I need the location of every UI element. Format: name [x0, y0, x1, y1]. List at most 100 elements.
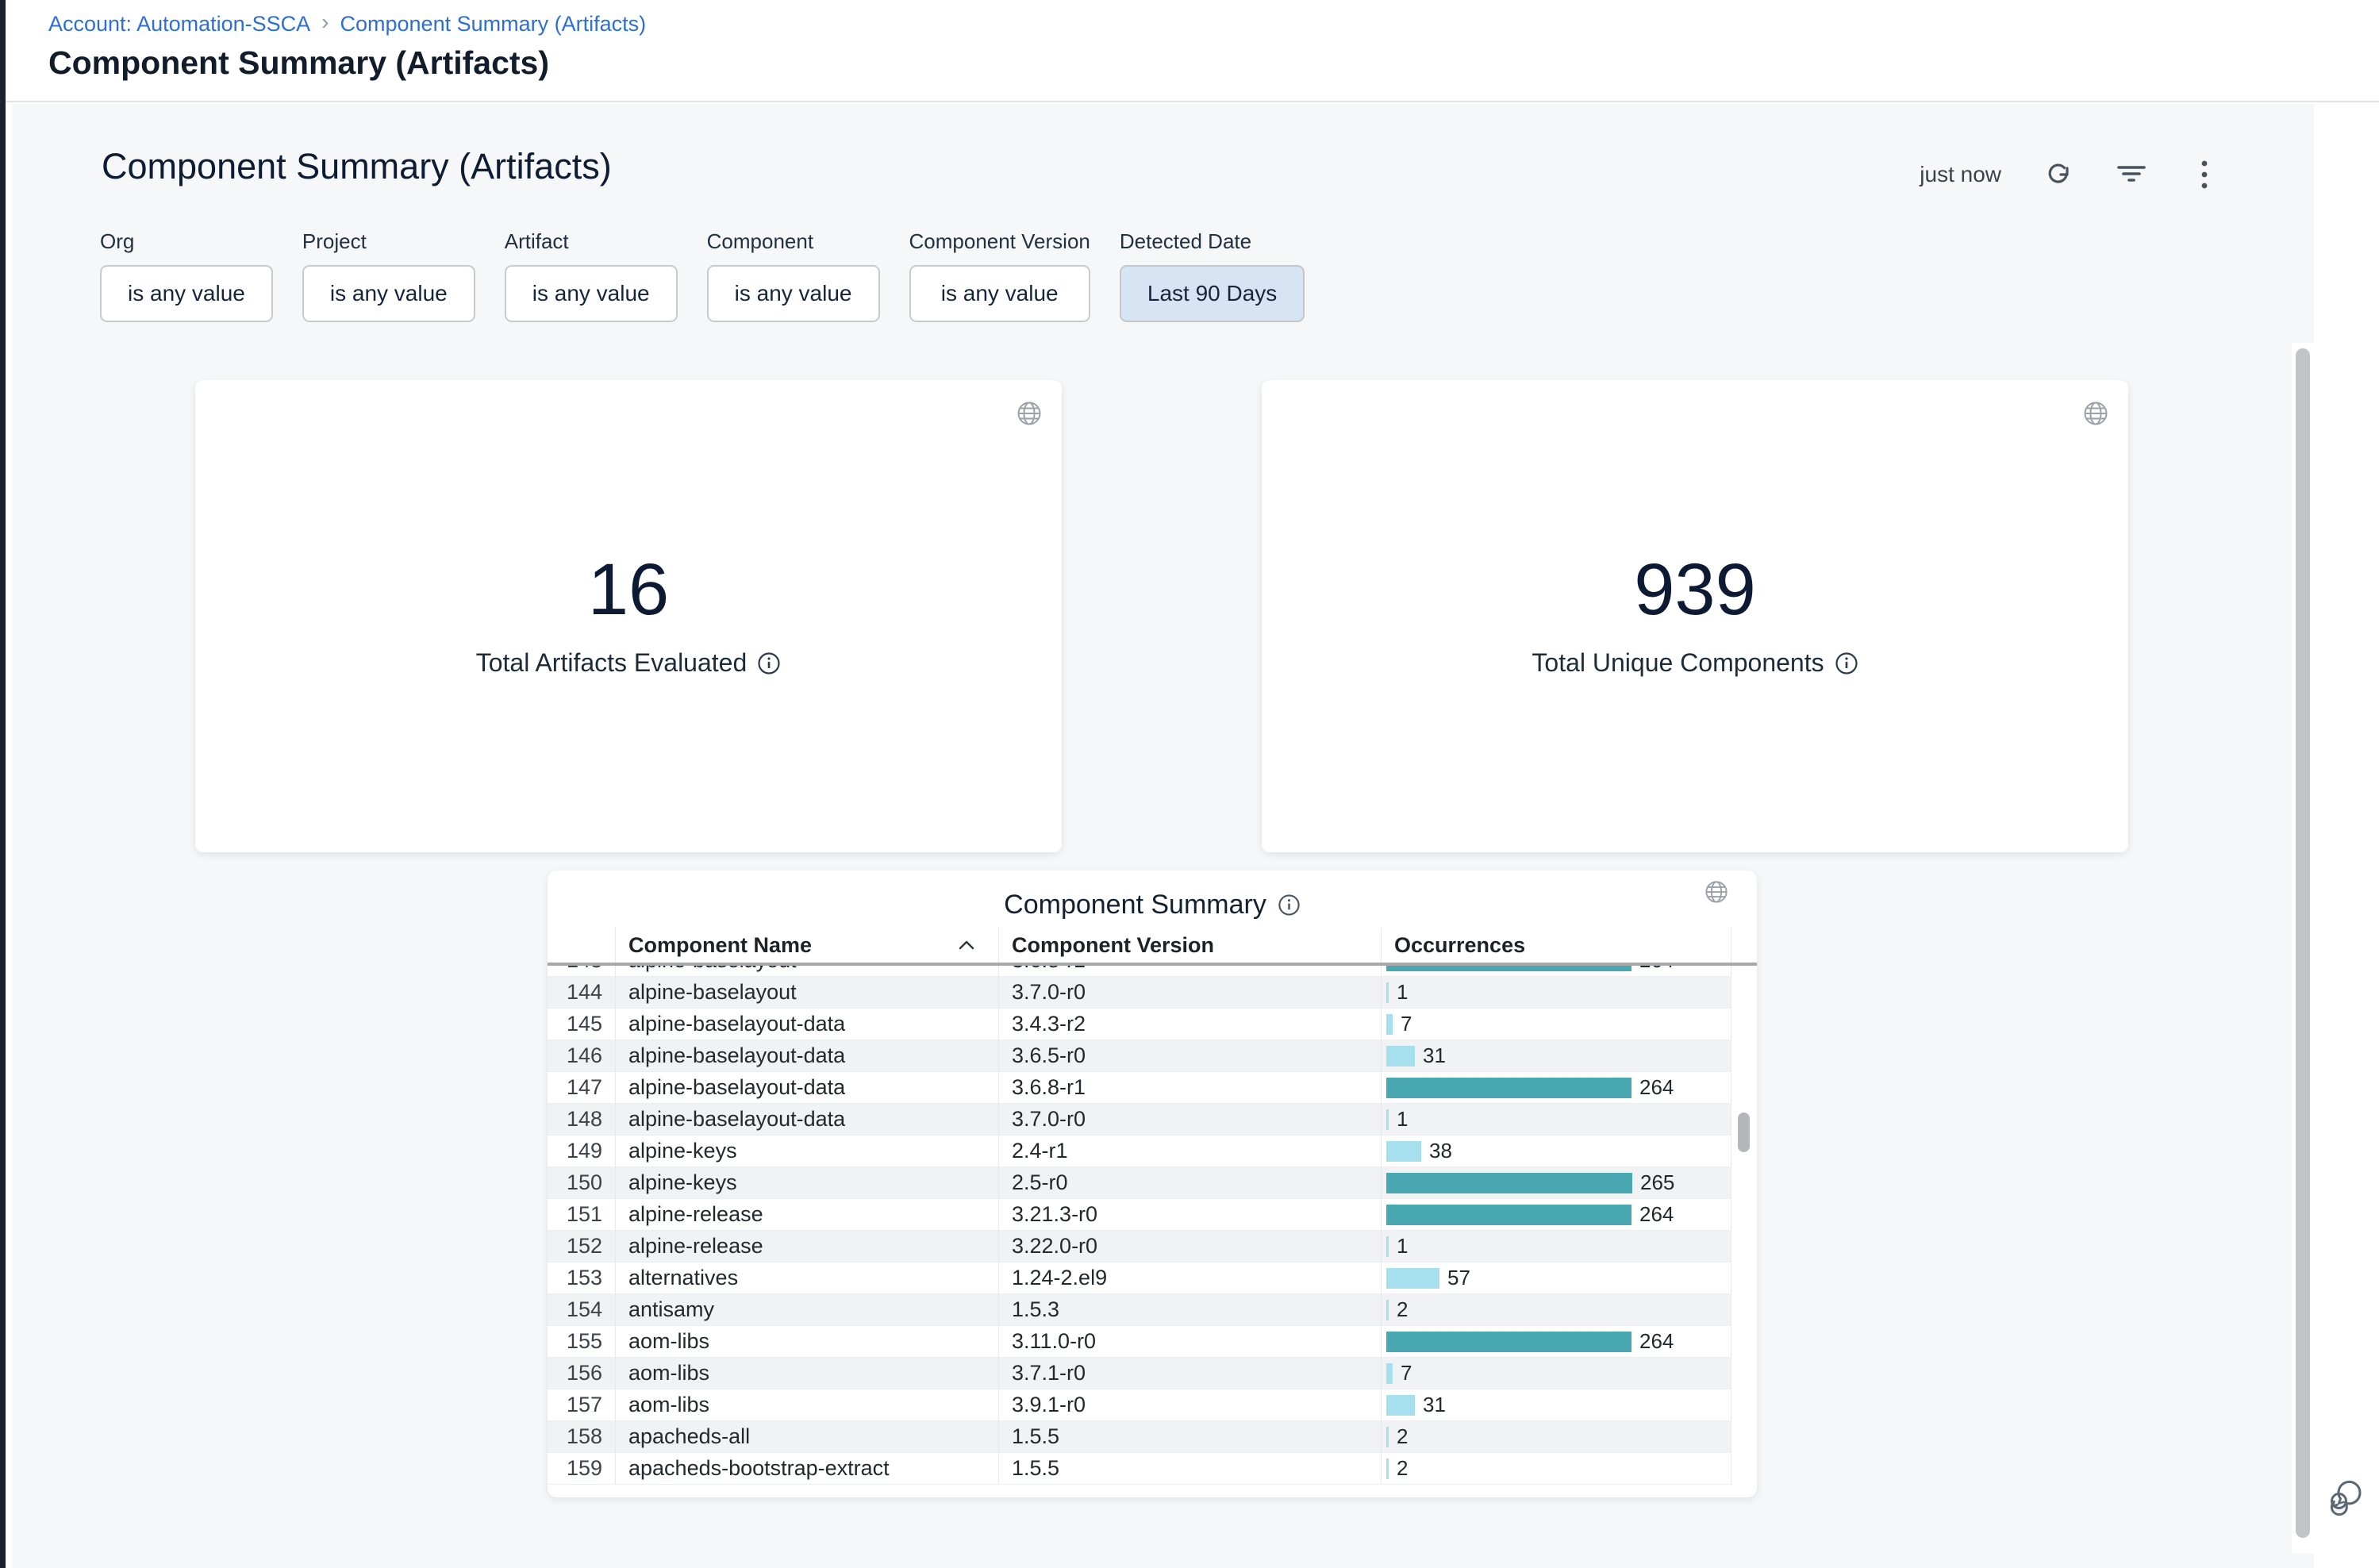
table-row[interactable]: 148alpine-baselayout-data3.7.0-r01 [548, 1104, 1731, 1136]
component-name-cell: alpine-baselayout-data [615, 1104, 998, 1135]
table-row[interactable]: 155aom-libs3.11.0-r0264 [548, 1326, 1731, 1358]
filter-label: Project [302, 229, 475, 254]
table-row[interactable]: 147alpine-baselayout-data3.6.8-r1264 [548, 1072, 1731, 1104]
row-number: 147 [548, 1075, 615, 1100]
page-scrollbar-track[interactable] [2292, 343, 2314, 1554]
kebab-menu-icon[interactable] [2189, 161, 2220, 188]
table-row[interactable]: 145alpine-baselayout-data3.4.3-r27 [548, 1009, 1731, 1040]
occurrences-cell: 264 [1381, 1072, 1731, 1103]
occurrences-bar [1386, 982, 1389, 1003]
occurrences-value: 2 [1397, 1297, 1408, 1322]
occurrences-cell: 38 [1381, 1136, 1731, 1166]
occurrences-bar [1386, 1173, 1632, 1193]
stat-value: 939 [1262, 548, 2128, 632]
occurrences-bar [1386, 1332, 1631, 1352]
component-version-cell: 3.6.8-r1 [998, 966, 1381, 976]
occurrences-cell: 2 [1381, 1294, 1731, 1325]
component-name-cell: alpine-baselayout [615, 966, 998, 976]
table-row[interactable]: 146alpine-baselayout-data3.6.5-r031 [548, 1040, 1731, 1072]
component-version-cell: 3.6.8-r1 [998, 1072, 1381, 1103]
table-body: 144alpine-baselayout3.7.0-r01145alpine-b… [548, 977, 1731, 1485]
row-number: 154 [548, 1297, 615, 1322]
support-chat-icon[interactable] [2325, 1474, 2366, 1516]
table-title: Component Summary [1004, 890, 1266, 920]
row-number: 143 [548, 966, 615, 973]
filter-value-button[interactable]: is any value [100, 265, 273, 322]
occurrences-value: 7 [1401, 1012, 1412, 1036]
table-row[interactable]: 156aom-libs3.7.1-r07 [548, 1358, 1731, 1389]
table-row[interactable]: 152alpine-release3.22.0-r01 [548, 1231, 1731, 1262]
filter-org: Orgis any value [100, 229, 273, 322]
column-header-component-version[interactable]: Component Version [998, 928, 1381, 963]
occurrences-value: 264 [1639, 1075, 1674, 1100]
stat-card-total-artifacts: 16 Total Artifacts Evaluated [195, 380, 1062, 852]
table-row[interactable]: 158apacheds-all1.5.52 [548, 1421, 1731, 1453]
table-row[interactable]: 154antisamy1.5.32 [548, 1294, 1731, 1326]
page-title: Component Summary (Artifacts) [48, 44, 2379, 82]
occurrences-bar [1386, 1427, 1389, 1447]
occurrences-value: 7 [1401, 1361, 1412, 1385]
occurrences-cell: 7 [1381, 1009, 1731, 1040]
table-row[interactable]: 153alternatives1.24-2.el957 [548, 1262, 1731, 1294]
table-row[interactable]: 150alpine-keys2.5-r0265 [548, 1167, 1731, 1199]
partially-scrolled-row: 143alpine-baselayout3.6.8-r1264 [548, 966, 1731, 977]
row-number: 158 [548, 1424, 615, 1449]
component-version-cell: 1.24-2.el9 [998, 1262, 1381, 1293]
stat-value: 16 [195, 548, 1062, 632]
component-name-cell: apacheds-all [615, 1421, 998, 1452]
collapsed-sidebar-edge [0, 0, 6, 1568]
occurrences-cell: 31 [1381, 1040, 1731, 1071]
row-number: 149 [548, 1139, 615, 1163]
component-name-cell: alpine-keys [615, 1136, 998, 1166]
page-scrollbar-thumb[interactable] [2296, 348, 2310, 1538]
stat-label: Total Artifacts Evaluated [476, 648, 748, 678]
info-icon[interactable] [1835, 651, 1858, 675]
occurrences-cell: 31 [1381, 1389, 1731, 1420]
occurrences-value: 1 [1397, 980, 1408, 1005]
occurrences-bar [1386, 966, 1631, 971]
occurrences-bar [1386, 1236, 1389, 1257]
occurrences-bar [1386, 1078, 1631, 1098]
filter-value-button[interactable]: is any value [505, 265, 678, 322]
table-row[interactable]: 151alpine-release3.21.3-r0264 [548, 1199, 1731, 1231]
occurrences-cell: 265 [1381, 1167, 1731, 1198]
filter-value-button[interactable]: is any value [302, 265, 475, 322]
stat-card-unique-components: 939 Total Unique Components [1262, 380, 2128, 852]
globe-icon[interactable] [1017, 401, 1042, 426]
component-name-cell: alpine-baselayout [615, 977, 998, 1008]
component-version-cell: 3.21.3-r0 [998, 1199, 1381, 1230]
breadcrumb: Account: Automation-SSCA › Component Sum… [48, 11, 2379, 37]
row-number: 150 [548, 1170, 615, 1195]
row-number: 151 [548, 1202, 615, 1227]
occurrences-value: 38 [1429, 1139, 1452, 1163]
globe-icon[interactable] [2083, 401, 2108, 426]
column-header-occurrences[interactable]: Occurrences [1381, 928, 1731, 963]
component-name-cell: alpine-baselayout-data [615, 1009, 998, 1040]
occurrences-bar [1386, 1141, 1421, 1162]
table-row[interactable]: 159apacheds-bootstrap-extract1.5.52 [548, 1453, 1731, 1485]
occurrences-bar [1386, 1458, 1389, 1479]
row-number: 153 [548, 1266, 615, 1290]
component-name-cell: aom-libs [615, 1358, 998, 1389]
component-name-cell: alpine-keys [615, 1167, 998, 1198]
sort-ascending-icon[interactable] [959, 940, 974, 950]
component-version-cell: 3.7.0-r0 [998, 1104, 1381, 1135]
breadcrumb-current-link[interactable]: Component Summary (Artifacts) [340, 12, 647, 37]
table-row[interactable]: 143alpine-baselayout3.6.8-r1264 [548, 966, 1731, 977]
filter-icon[interactable] [2116, 161, 2147, 188]
table-row[interactable]: 157aom-libs3.9.1-r031 [548, 1389, 1731, 1421]
info-icon[interactable] [1278, 894, 1301, 917]
component-version-cell: 2.5-r0 [998, 1167, 1381, 1198]
filter-value-button[interactable]: is any value [909, 265, 1090, 322]
breadcrumb-account-link[interactable]: Account: Automation-SSCA [48, 12, 310, 37]
table-row[interactable]: 144alpine-baselayout3.7.0-r01 [548, 977, 1731, 1009]
refresh-icon[interactable] [2043, 161, 2074, 188]
info-icon[interactable] [757, 651, 781, 675]
column-header-component-name[interactable]: Component Name [615, 928, 998, 963]
row-number: 159 [548, 1456, 615, 1481]
table-row[interactable]: 149alpine-keys2.4-r138 [548, 1136, 1731, 1167]
filter-component-version: Component Versionis any value [909, 229, 1090, 322]
filter-value-button[interactable]: Last 90 Days [1120, 265, 1305, 322]
table-scrollbar-thumb[interactable] [1738, 1113, 1750, 1152]
filter-value-button[interactable]: is any value [707, 265, 880, 322]
